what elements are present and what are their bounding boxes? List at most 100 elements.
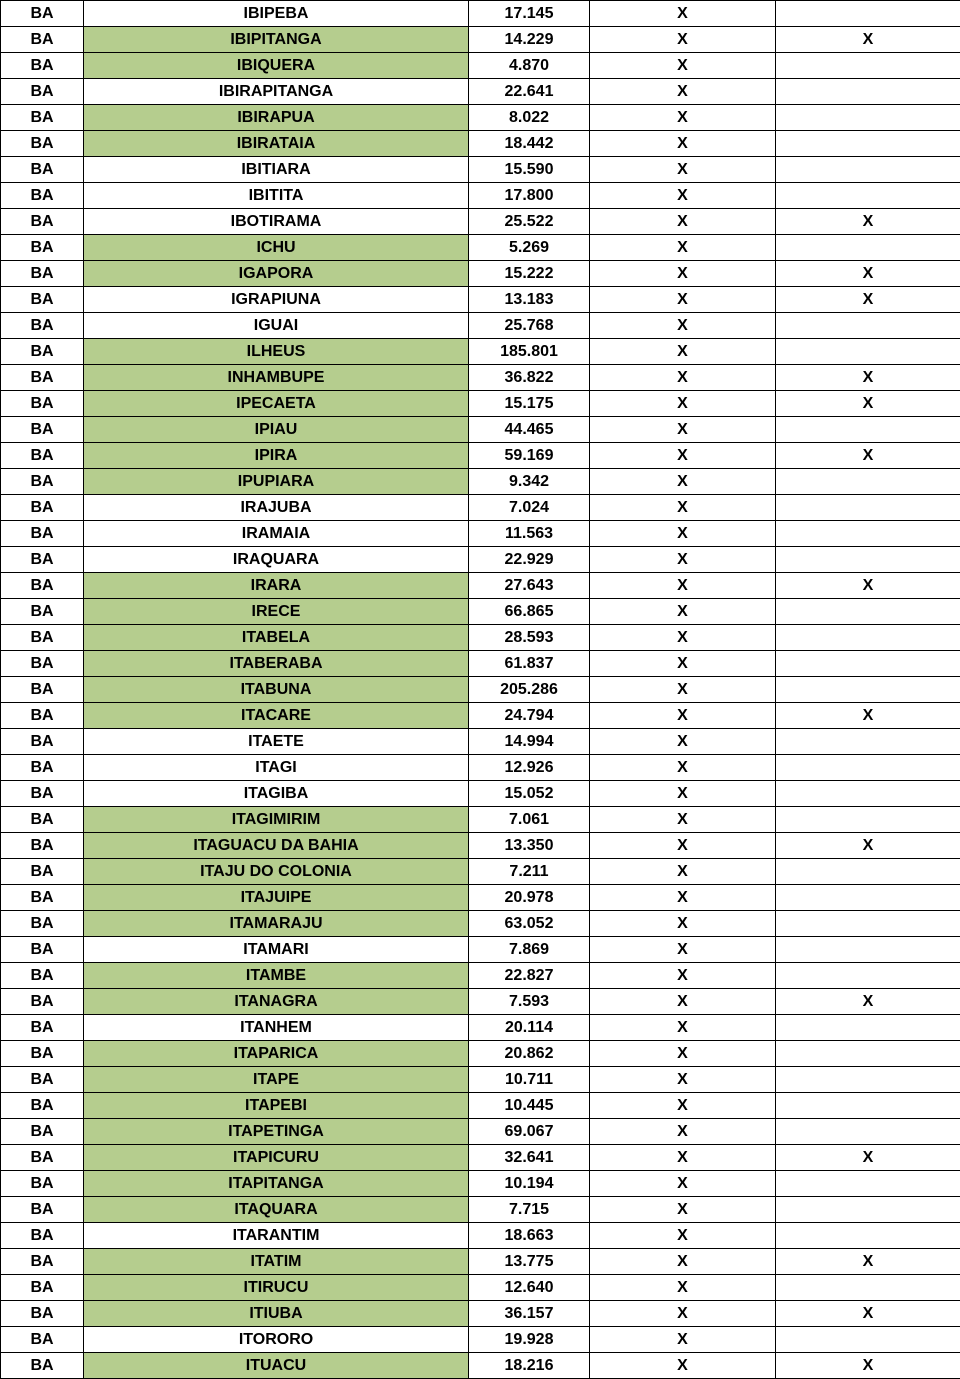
table-row: BAIBITIARA15.590X [1,157,960,183]
cell-col5: X [776,989,960,1015]
table-row: BAITATIM13.775XX [1,1249,960,1275]
cell-col4: X [590,27,776,53]
table-row: BAITAJUIPE20.978X [1,885,960,911]
cell-municipality: IBITIARA [84,157,469,183]
table-row: BAIPIRA59.169XX [1,443,960,469]
cell-municipality: ITORORO [84,1327,469,1353]
cell-uf: BA [1,781,84,807]
cell-col4: X [590,963,776,989]
cell-value: 11.563 [469,521,590,547]
cell-municipality: INHAMBUPE [84,365,469,391]
cell-col5: X [776,391,960,417]
cell-col5: X [776,833,960,859]
cell-uf: BA [1,1041,84,1067]
cell-col4: X [590,235,776,261]
cell-municipality: ITABUNA [84,677,469,703]
cell-col5 [776,755,960,781]
cell-col5 [776,911,960,937]
table-row: BAIBIPEBA17.145X [1,1,960,27]
table-row: BAIBIRAPUA8.022X [1,105,960,131]
cell-col5: X [776,209,960,235]
cell-col4: X [590,1,776,27]
cell-value: 8.022 [469,105,590,131]
cell-value: 10.194 [469,1171,590,1197]
cell-value: 5.269 [469,235,590,261]
cell-col4: X [590,521,776,547]
cell-value: 20.114 [469,1015,590,1041]
table-row: BAIBOTIRAMA25.522XX [1,209,960,235]
cell-col4: X [590,209,776,235]
cell-col5 [776,781,960,807]
cell-col4: X [590,1353,776,1379]
cell-value: 10.445 [469,1093,590,1119]
cell-municipality: ITATIM [84,1249,469,1275]
cell-col5 [776,651,960,677]
cell-col5 [776,339,960,365]
table-row: BAITAQUARA7.715X [1,1197,960,1223]
table-row: BAITAETE14.994X [1,729,960,755]
cell-municipality: IRECE [84,599,469,625]
cell-value: 44.465 [469,417,590,443]
cell-uf: BA [1,339,84,365]
table-row: BAITORORO19.928X [1,1327,960,1353]
cell-value: 14.994 [469,729,590,755]
table-row: BAITIUBA36.157XX [1,1301,960,1327]
cell-uf: BA [1,365,84,391]
cell-uf: BA [1,989,84,1015]
cell-col4: X [590,443,776,469]
table-row: BAITAPETINGA69.067X [1,1119,960,1145]
table-row: BAITABERABA61.837X [1,651,960,677]
table-row: BAITAPICURU32.641XX [1,1145,960,1171]
cell-uf: BA [1,1327,84,1353]
cell-value: 22.641 [469,79,590,105]
cell-col5 [776,547,960,573]
cell-value: 28.593 [469,625,590,651]
cell-col4: X [590,365,776,391]
cell-municipality: IGAPORA [84,261,469,287]
cell-col4: X [590,1301,776,1327]
cell-municipality: IBIQUERA [84,53,469,79]
cell-municipality: IPECAETA [84,391,469,417]
cell-municipality: ITAPEBI [84,1093,469,1119]
cell-col5 [776,885,960,911]
cell-municipality: ITAGIMIRIM [84,807,469,833]
cell-value: 10.711 [469,1067,590,1093]
cell-value: 61.837 [469,651,590,677]
cell-uf: BA [1,1067,84,1093]
cell-municipality: ILHEUS [84,339,469,365]
cell-municipality: IBIPITANGA [84,27,469,53]
cell-municipality: IPIAU [84,417,469,443]
cell-value: 63.052 [469,911,590,937]
cell-col4: X [590,79,776,105]
cell-col4: X [590,885,776,911]
cell-col4: X [590,495,776,521]
cell-col5 [776,963,960,989]
cell-uf: BA [1,469,84,495]
cell-col4: X [590,417,776,443]
cell-municipality: ITUACU [84,1353,469,1379]
cell-col4: X [590,677,776,703]
cell-value: 12.926 [469,755,590,781]
cell-uf: BA [1,1145,84,1171]
cell-col5 [776,313,960,339]
cell-col5 [776,53,960,79]
cell-uf: BA [1,443,84,469]
cell-col5 [776,625,960,651]
cell-value: 19.928 [469,1327,590,1353]
cell-value: 7.593 [469,989,590,1015]
cell-value: 13.350 [469,833,590,859]
cell-value: 32.641 [469,1145,590,1171]
cell-col4: X [590,183,776,209]
cell-col4: X [590,989,776,1015]
cell-col5 [776,183,960,209]
cell-uf: BA [1,183,84,209]
cell-uf: BA [1,1,84,27]
cell-uf: BA [1,235,84,261]
cell-col4: X [590,1041,776,1067]
cell-col4: X [590,573,776,599]
cell-col5 [776,1223,960,1249]
cell-value: 17.145 [469,1,590,27]
table-row: BAITAMBE22.827X [1,963,960,989]
cell-col5 [776,1197,960,1223]
table-row: BAIRECE66.865X [1,599,960,625]
